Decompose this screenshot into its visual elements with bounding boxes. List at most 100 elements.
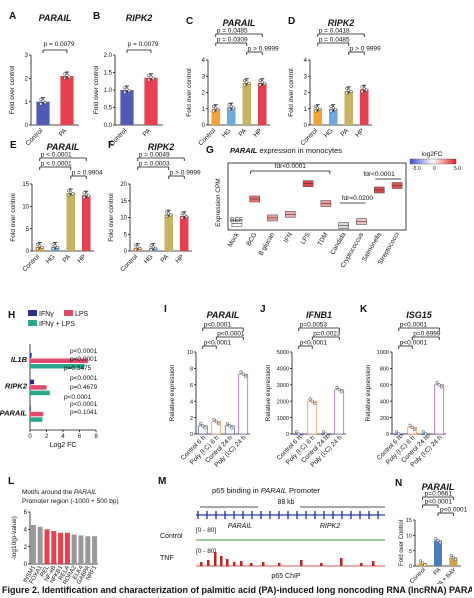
y-axis-label: Expression CPM: [215, 178, 222, 226]
legend-tick: -5.0: [412, 166, 421, 172]
legend-label: LPS: [75, 311, 89, 318]
bar-gabpa: [85, 536, 91, 564]
data-point: [43, 100, 47, 104]
y-axis-label: Relative expression: [365, 364, 372, 421]
legend-swatch: [28, 320, 37, 326]
p-value-label: p<0.0001: [70, 401, 98, 408]
p-value-label: p = 0.9904: [72, 170, 103, 177]
data-point: [227, 107, 231, 111]
bar-control: [36, 101, 50, 125]
legend-tick: 5.0: [454, 166, 461, 172]
data-point: [41, 99, 45, 103]
data-point: [65, 73, 69, 77]
panel-title: ISG15: [406, 310, 433, 320]
y-axis-label: -log10(p-value): [11, 516, 18, 560]
data-point: [453, 557, 458, 561]
y-tick-label: 5000: [277, 350, 289, 356]
data-point: [364, 88, 369, 92]
panel-title: RIPK2: [148, 142, 175, 152]
x-tick-label: PA: [433, 567, 443, 577]
y-axis-label: Fold over control: [186, 68, 193, 117]
data-point: [436, 538, 440, 543]
p-value-label: p = 0.0485: [217, 28, 248, 35]
p-value-label: p<0.0001: [400, 322, 428, 329]
panel-letter: F: [108, 140, 114, 151]
data-point: [229, 104, 233, 108]
bar-il1b-2: [30, 364, 85, 369]
data-point: [326, 434, 330, 438]
x-tick-label: TDM: [317, 232, 330, 248]
panel-letter: A: [9, 11, 16, 22]
panel-letter: B: [93, 11, 100, 22]
legend-label: IFNγ + LPS: [39, 321, 75, 328]
p-value-label: p<0.0001: [204, 322, 232, 329]
data-point: [84, 192, 88, 196]
data-point: [228, 424, 232, 428]
data-point: [399, 434, 403, 438]
chip-peak: [250, 563, 253, 566]
data-point: [53, 244, 57, 248]
panel-letter: E: [10, 140, 17, 151]
data-point: [424, 432, 428, 436]
x-tick-label: 6: [78, 434, 82, 440]
data-point: [38, 244, 42, 248]
p-value-label: p<0.0001: [70, 348, 98, 355]
y-tick-label: 3: [202, 74, 206, 80]
chip-peak: [278, 563, 281, 566]
x-tick-label: BCG: [245, 232, 258, 248]
y-tick-label: 2000: [277, 399, 289, 405]
fdr-label: fdr<0.0001: [364, 171, 396, 178]
y-tick-label: 3: [304, 74, 308, 80]
bar-nf-b: [51, 531, 57, 564]
data-point: [439, 385, 444, 389]
data-point: [147, 73, 151, 78]
y-tick-label: 0: [24, 562, 28, 568]
bar-rela: [64, 532, 70, 564]
panel-f: F RIPK2 0 5 10 15 20 Fold over control Control HG…: [108, 140, 201, 273]
data-point: [226, 422, 230, 426]
data-point: [67, 189, 71, 193]
bar-ripk2-0: [30, 379, 35, 385]
data-point: [214, 420, 218, 424]
data-point: [51, 247, 55, 251]
data-point: [318, 107, 322, 112]
bar-ripk2-1: [30, 385, 47, 390]
p-value-label: p > 0.9999: [350, 46, 381, 53]
panel-title: PARAIL: [422, 482, 455, 492]
chip-peak: [360, 563, 363, 566]
panel-g: G PARAIL expression in monocytes Expressio…: [206, 145, 461, 269]
bar-ripk2-2: [30, 390, 50, 396]
p-value-label: p<0.0001: [217, 331, 245, 338]
y-tick-label: 0: [124, 249, 128, 255]
data-point: [337, 388, 341, 392]
x-tick-label: PA: [237, 127, 248, 138]
track-range: [0 - 80]: [196, 548, 216, 555]
y-tick-label: 2.0: [104, 53, 113, 59]
data-point: [331, 106, 335, 110]
data-point: [82, 191, 86, 195]
data-point: [329, 109, 333, 113]
data-point: [167, 211, 171, 215]
bar-il1b-1: [30, 358, 88, 363]
data-point: [349, 90, 353, 94]
bar-poly-i-c-24-h: [434, 384, 445, 435]
data-point: [169, 213, 173, 217]
y-tick-label: 1.5: [104, 71, 113, 77]
data-point: [314, 109, 318, 113]
legend-swatch: [28, 310, 37, 316]
data-point: [230, 426, 234, 430]
data-point: [227, 103, 231, 107]
plot-frame: [227, 162, 407, 231]
track-label: Control: [160, 533, 183, 540]
y-tick-label: 0: [286, 432, 289, 438]
data-point: [82, 195, 86, 199]
data-point: [63, 72, 67, 76]
p-value-label: p<0.0001: [425, 499, 453, 506]
y-tick-label: 0: [409, 564, 412, 570]
bar-rel: [44, 529, 50, 564]
y-tick-label: 10: [120, 216, 127, 222]
data-point: [435, 381, 439, 385]
data-point: [408, 423, 412, 427]
p-value-label: p=0.0023: [313, 331, 341, 338]
